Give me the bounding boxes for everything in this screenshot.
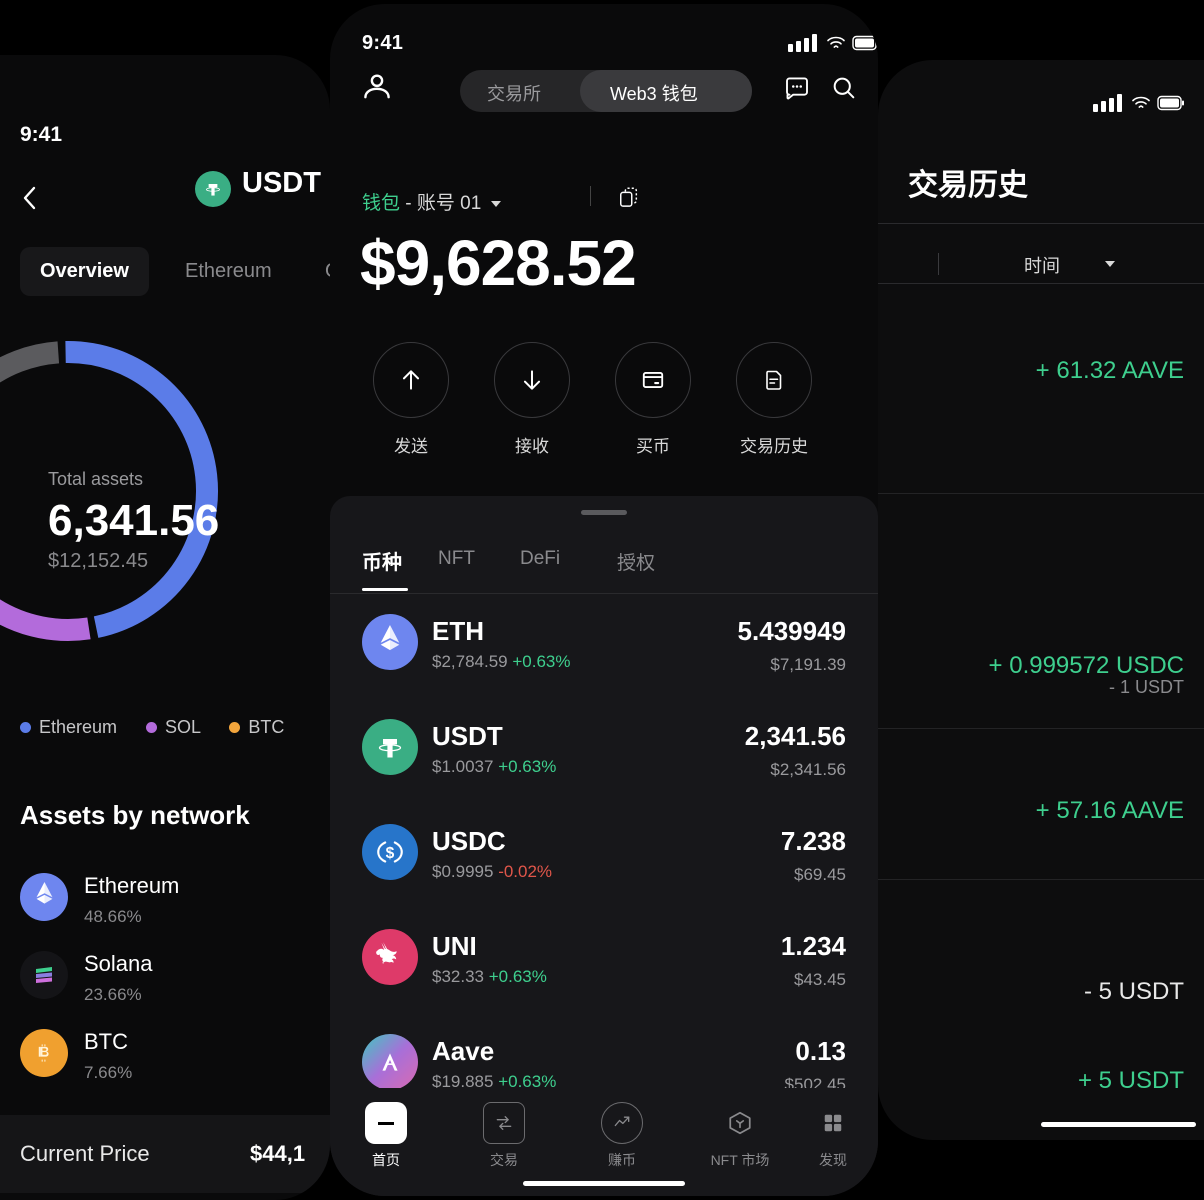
svg-text:$: $	[386, 845, 395, 862]
